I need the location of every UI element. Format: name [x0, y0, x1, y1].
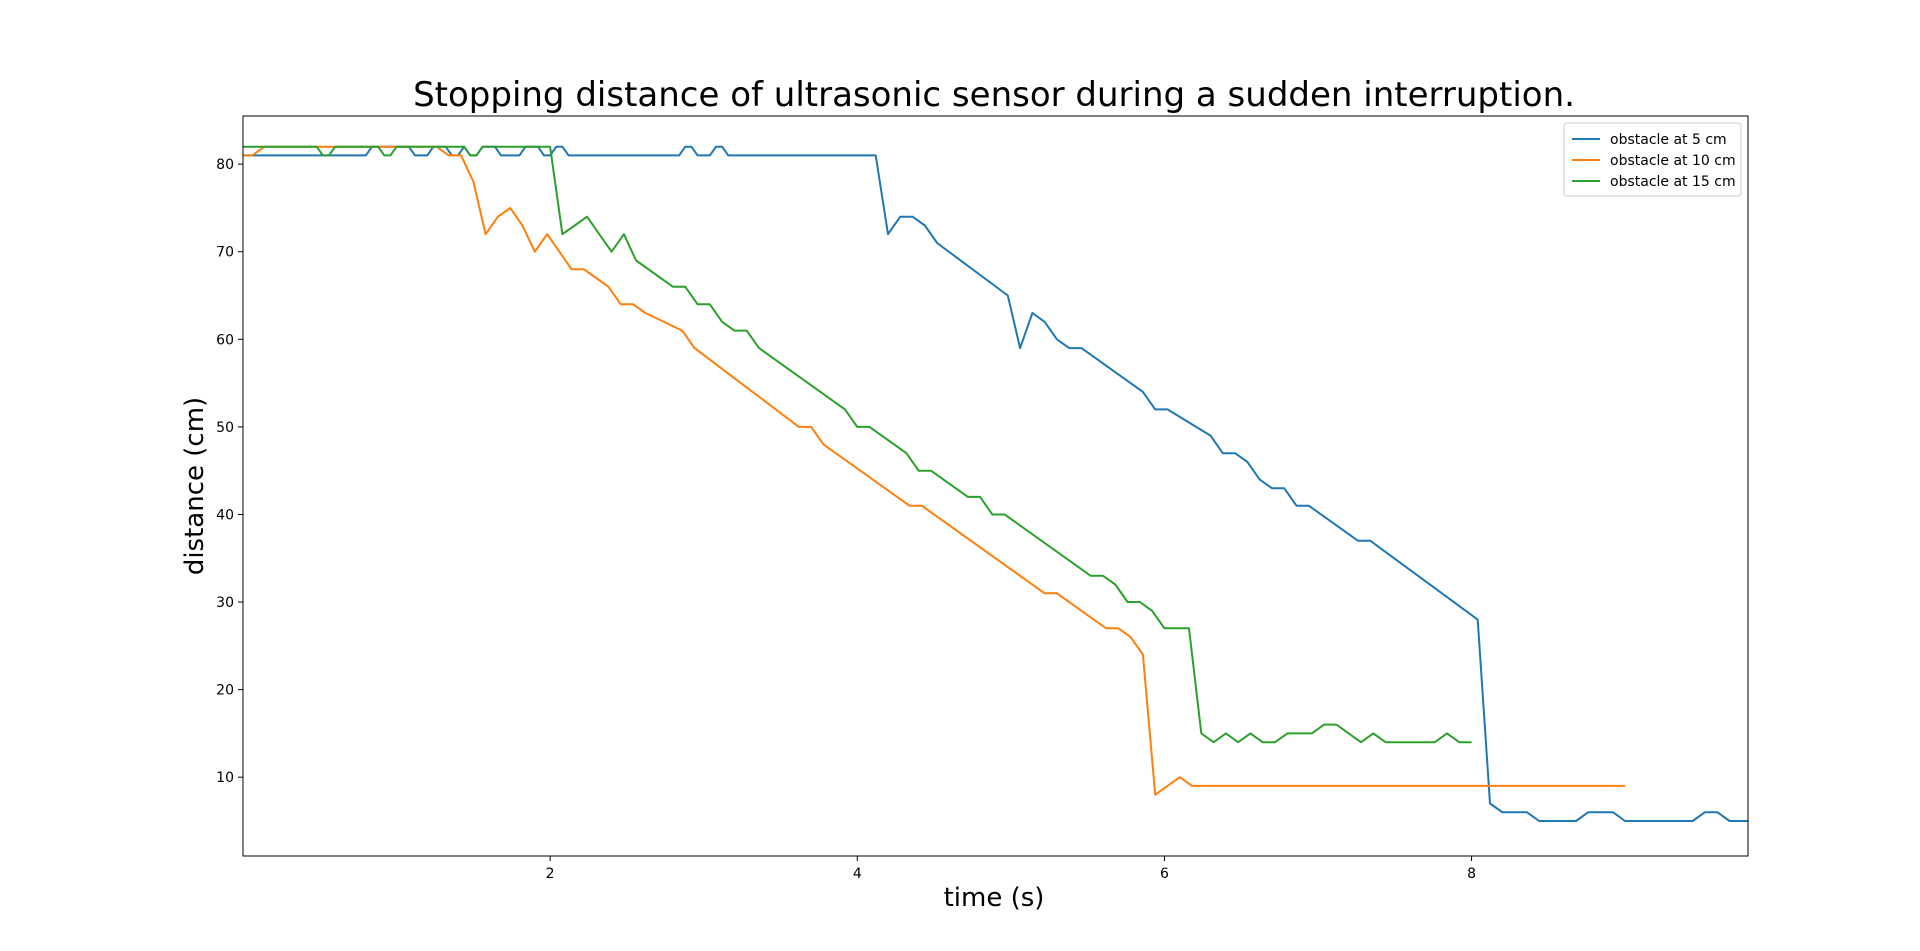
y-tick-label: 30 [216, 595, 234, 611]
series-layer [243, 145, 1748, 822]
series-line-1 [243, 145, 1748, 822]
y-tick-label: 40 [216, 507, 234, 523]
y-tick-label: 20 [216, 683, 234, 699]
y-tick-label: 50 [216, 420, 234, 436]
plot-frame [242, 115, 1749, 857]
plot-area [243, 116, 1748, 856]
y-tick-label: 10 [216, 770, 234, 786]
y-tick-label: 80 [216, 157, 234, 173]
legend-entry: obstacle at 15 cm [1610, 174, 1736, 190]
y-tick-label: 60 [216, 332, 234, 348]
x-tick-label: 4 [853, 866, 862, 882]
x-tick-label: 6 [1160, 866, 1169, 882]
x-axis: 2 4 6 8 [546, 856, 1476, 882]
legend-entry: obstacle at 10 cm [1610, 153, 1736, 169]
chart-title: Stopping distance of ultrasonic sensor d… [413, 75, 1575, 115]
x-tick-label: 2 [546, 866, 555, 882]
y-axis-label: distance (cm) [180, 397, 210, 575]
x-axis-label: time (s) [944, 883, 1045, 913]
legend-box [1563, 122, 1742, 197]
legend: obstacle at 5 cm obstacle at 10 cm obstacl… [1563, 122, 1742, 197]
y-tick-label: 70 [216, 245, 234, 261]
legend-entry: obstacle at 5 cm [1610, 132, 1727, 148]
series-line-3 [243, 145, 1472, 744]
x-tick-label: 8 [1467, 866, 1476, 882]
y-axis: 10 20 30 40 50 60 70 80 [216, 157, 243, 786]
